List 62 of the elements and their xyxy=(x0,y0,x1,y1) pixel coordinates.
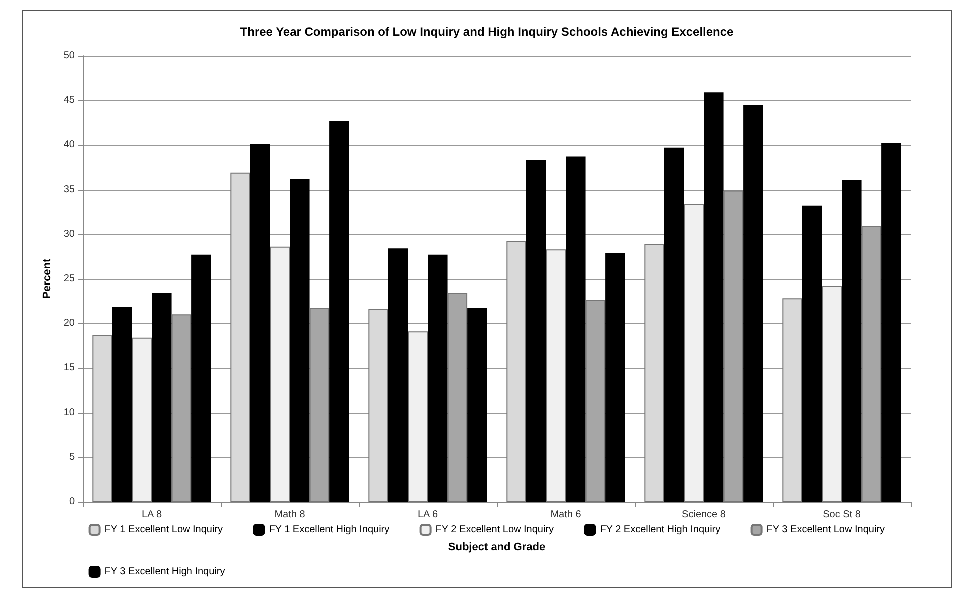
bar xyxy=(112,308,132,502)
y-tick-label: 35 xyxy=(64,184,76,196)
bar xyxy=(566,156,586,502)
bar xyxy=(546,250,566,502)
y-tick-label: 40 xyxy=(64,140,76,151)
legend-label: FY 2 Excellent Low Inquiry xyxy=(436,524,554,536)
bar xyxy=(704,92,724,502)
legend-label: FY 3 Excellent High Inquiry xyxy=(104,566,226,578)
x-tick-label: Math 8 xyxy=(274,510,306,520)
bar xyxy=(92,335,112,502)
x-tick-label: Soc St 8 xyxy=(823,510,862,520)
y-axis-title: Percent xyxy=(41,258,54,300)
bar xyxy=(802,206,822,502)
bar xyxy=(250,144,270,502)
y-tick-label: 0 xyxy=(69,496,76,508)
bar xyxy=(782,298,802,502)
y-tick-label: 20 xyxy=(64,318,76,330)
bar xyxy=(744,105,764,502)
legend-label: FY 2 Excellent High Inquiry xyxy=(600,524,721,536)
bar xyxy=(882,143,902,502)
y-tick-label: 30 xyxy=(64,228,76,240)
y-tick-label: 45 xyxy=(64,95,76,106)
x-tick-label: Math 6 xyxy=(550,510,582,520)
bar xyxy=(448,293,468,502)
chart-title: Three Year Comparison of Low Inquiry and High Inquiry Schools Achieving Excellence xyxy=(240,25,734,39)
bar xyxy=(290,179,310,502)
legend-label: FY 3 Excellent Low Inquiry xyxy=(766,524,886,536)
bar xyxy=(408,332,428,502)
bar xyxy=(172,314,192,502)
bar xyxy=(684,204,704,502)
y-tick-label: 50 xyxy=(64,50,76,62)
y-tick-label: 25 xyxy=(64,274,76,284)
x-axis-title: Subject and Grade xyxy=(448,542,546,554)
bar xyxy=(506,242,526,502)
bar xyxy=(132,338,152,502)
x-tick-label: Science 8 xyxy=(682,510,726,520)
bar xyxy=(724,190,744,502)
bar xyxy=(388,248,408,502)
bar xyxy=(192,254,212,502)
bar xyxy=(468,308,488,502)
bar xyxy=(428,254,448,502)
bar xyxy=(822,286,842,502)
bar xyxy=(230,172,250,502)
bar xyxy=(310,308,330,502)
y-tick-label: 10 xyxy=(64,407,76,418)
y-tick-label: 5 xyxy=(69,452,76,463)
bar xyxy=(270,246,290,502)
bar xyxy=(644,244,664,502)
bar xyxy=(862,226,882,502)
bar xyxy=(664,148,684,502)
bar xyxy=(526,160,546,502)
x-tick-label: LA 6 xyxy=(418,510,438,520)
bar xyxy=(842,180,862,502)
bar xyxy=(606,253,626,502)
bar xyxy=(368,309,388,502)
bar xyxy=(330,121,350,502)
x-tick-label: LA 8 xyxy=(142,510,162,520)
y-tick-label: 15 xyxy=(64,362,76,374)
legend-label: FY 1 Excellent Low Inquiry xyxy=(104,524,224,536)
legend-label: FY 1 Excellent High Inquiry xyxy=(269,524,390,536)
bar xyxy=(152,293,172,502)
bar xyxy=(586,300,606,502)
